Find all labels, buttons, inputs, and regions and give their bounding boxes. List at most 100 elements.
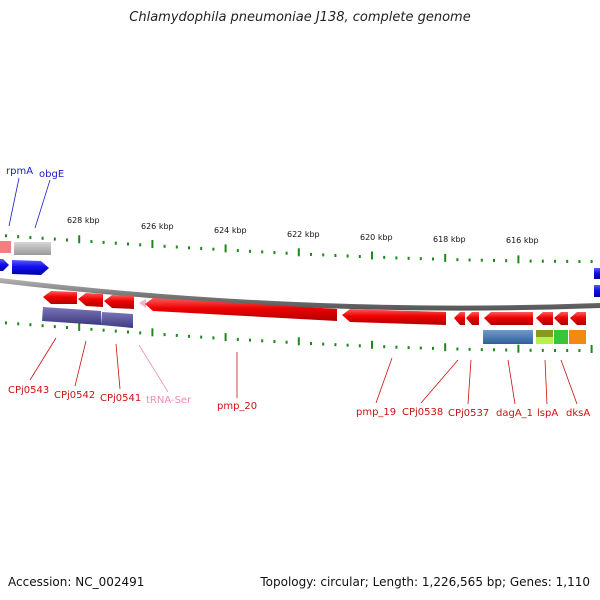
minor-tick: [334, 343, 337, 347]
minor-tick: [529, 348, 532, 352]
forward-gene-arrow-left[interactable]: [0, 259, 9, 271]
minor-tick: [419, 346, 422, 350]
major-tick: [444, 343, 447, 352]
minor-tick: [541, 348, 544, 352]
minor-tick: [322, 342, 325, 346]
leader-line-pmp_19: [375, 357, 393, 404]
minor-tick: [480, 258, 483, 262]
minor-tick: [90, 240, 93, 244]
gene-label-tRNA-Ser[interactable]: tRNA-Ser: [146, 395, 192, 406]
leader-line-lspA: [544, 359, 548, 405]
minor-tick: [41, 236, 44, 240]
major-tick: [517, 255, 520, 264]
minor-tick: [590, 260, 593, 263]
reverse-gene-arrow-3[interactable]: [554, 312, 568, 325]
forward-gene-right-edge-b[interactable]: [594, 285, 600, 297]
major-tick: [297, 337, 300, 346]
minor-tick: [236, 249, 239, 253]
gene-label-pmp_19[interactable]: pmp_19: [356, 407, 396, 418]
leader-line-CPj0543: [29, 337, 57, 381]
minor-tick: [383, 255, 386, 259]
minor-tick: [383, 345, 386, 349]
gene-label-CPj0542[interactable]: CPj0542: [54, 390, 95, 401]
minor-tick: [139, 331, 142, 335]
minor-tick: [578, 349, 581, 352]
major-tick: [297, 248, 300, 257]
reverse-gene-arrow-CPj0537[interactable]: [466, 312, 479, 325]
minor-tick: [493, 348, 495, 352]
minor-tick: [188, 334, 190, 338]
major-tick: [151, 240, 154, 248]
minor-tick: [188, 246, 190, 250]
gene-label-dksA[interactable]: dksA: [566, 408, 590, 419]
leader-line-dksA: [560, 359, 578, 405]
reverse-gene-arrow-pmp_19[interactable]: [342, 309, 446, 325]
tick-label-624: 624 kbp: [214, 226, 247, 235]
gene-label-pmp_20[interactable]: pmp_20: [217, 401, 257, 412]
minor-tick: [554, 349, 556, 352]
reverse-gene-arrow-CPj0538[interactable]: [454, 312, 465, 325]
minor-tick: [212, 336, 215, 340]
minor-tick: [346, 343, 349, 347]
feature-block-orange: [569, 330, 586, 344]
gene-label-CPj0537[interactable]: CPj0537: [448, 408, 489, 419]
minor-tick: [29, 323, 32, 327]
minor-tick: [358, 255, 361, 258]
minor-tick: [249, 249, 251, 253]
forward-gene-right-edge-a[interactable]: [594, 268, 600, 279]
genome-backbone: [0, 278, 600, 311]
reverse-gene-arrow-CPj0542[interactable]: [78, 293, 103, 307]
reverse-gene-arrow-pmp_20[interactable]: [145, 298, 337, 321]
major-tick: [371, 340, 373, 349]
reverse-gene-arrow-dksA[interactable]: [570, 312, 586, 325]
major-tick: [224, 333, 227, 342]
reverse-gene-arrow-CPj0543[interactable]: [43, 291, 77, 304]
diagram-title: Chlamydophila pneumoniae J138, complete …: [129, 10, 471, 25]
lower-tick-row: [5, 321, 593, 353]
gene-label-dagA_1[interactable]: dagA_1: [496, 408, 533, 419]
minor-tick: [200, 247, 203, 250]
minor-tick: [175, 245, 178, 249]
minor-tick: [236, 337, 239, 341]
major-tick: [444, 253, 447, 262]
gene-label-CPj0541[interactable]: CPj0541: [100, 393, 141, 404]
leader-line-CPj0541: [115, 343, 121, 390]
minor-tick: [432, 257, 434, 261]
tick-label-616: 616 kbp: [506, 236, 539, 245]
reverse-gene-arrow-CPj0541[interactable]: [104, 295, 134, 309]
major-tick: [224, 244, 227, 253]
minor-tick: [90, 327, 93, 331]
reverse-gene-arrow-lspA[interactable]: [536, 312, 553, 325]
accession-text: Accession: NC_002491: [8, 575, 145, 589]
minor-tick: [261, 339, 264, 343]
minor-tick: [334, 254, 337, 257]
minor-tick: [468, 347, 471, 351]
minor-tick: [541, 259, 544, 263]
minor-tick: [285, 340, 288, 344]
forward-gene-arrow-obgE[interactable]: [12, 260, 49, 275]
feature-block-purple-2: [101, 312, 133, 328]
major-tick: [517, 344, 520, 353]
minor-tick: [407, 346, 410, 350]
leader-line-CPj0538: [420, 359, 459, 404]
leader-line-CPj0542: [74, 340, 87, 387]
minor-tick: [102, 328, 105, 332]
minor-tick: [493, 259, 495, 262]
reverse-gene-arrow-dagA_1[interactable]: [484, 312, 533, 325]
minor-tick: [127, 242, 129, 246]
minor-tick: [358, 344, 361, 348]
minor-tick: [346, 254, 349, 258]
gene-label-CPj0543[interactable]: CPj0543: [8, 385, 49, 396]
minor-tick: [102, 240, 105, 244]
gene-label-obgE[interactable]: obgE: [39, 169, 64, 180]
minor-tick: [66, 238, 68, 242]
gene-label-CPj0538[interactable]: CPj0538: [402, 407, 443, 418]
gene-label-lspA[interactable]: lspA: [537, 408, 558, 419]
trna-ser-mark[interactable]: [139, 299, 146, 308]
minor-tick: [505, 348, 508, 352]
minor-tick: [17, 235, 20, 239]
major-tick: [590, 345, 593, 353]
minor-tick: [66, 326, 68, 329]
gene-label-rpmA[interactable]: rpmA: [6, 166, 33, 177]
